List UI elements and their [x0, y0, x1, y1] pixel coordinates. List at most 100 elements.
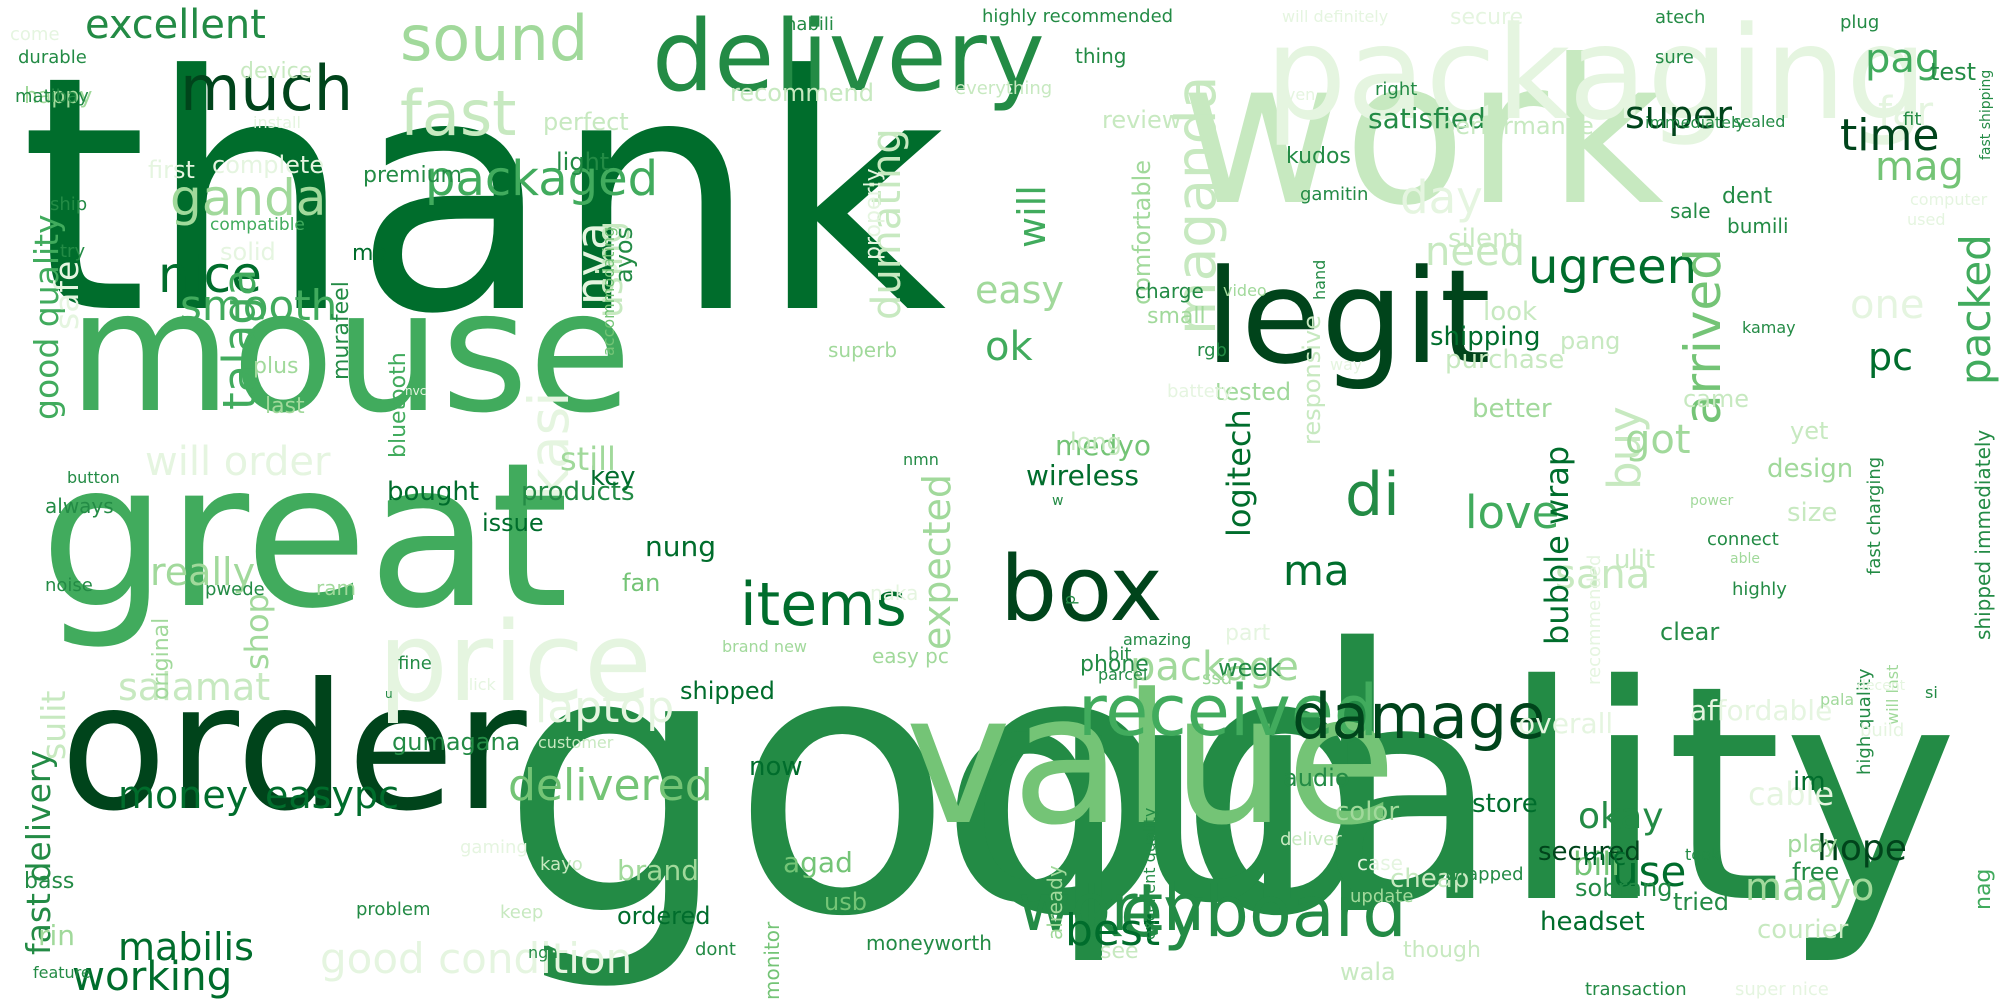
cloud-word: plus	[253, 354, 298, 379]
cloud-word: clear	[1660, 618, 1719, 646]
cloud-word: feature	[33, 963, 91, 982]
cloud-word: nga	[528, 943, 558, 962]
cloud-word: secured	[1538, 837, 1641, 867]
cloud-word: parcel	[1098, 665, 1147, 684]
cloud-word: hope	[1817, 828, 1907, 869]
cloud-word: one	[1850, 282, 1924, 328]
cloud-word: come	[10, 24, 60, 45]
cloud-word: items	[740, 570, 907, 640]
cloud-word: bought	[387, 477, 479, 507]
cloud-word: kamay	[1742, 318, 1796, 337]
cloud-word: thing	[1075, 44, 1126, 68]
cloud-word: highly	[1732, 579, 1787, 600]
cloud-word: yet	[1790, 417, 1828, 445]
cloud-word: ssd	[1202, 668, 1232, 689]
cloud-word: sana	[1555, 552, 1650, 598]
cloud-word: far	[1878, 89, 1934, 135]
cloud-word: will order	[145, 439, 331, 485]
cloud-word: mabilis	[118, 925, 254, 969]
cloud-word: overall	[1518, 707, 1613, 740]
cloud-word: maayo	[1745, 865, 1874, 909]
cloud-word: pwede	[205, 579, 265, 600]
cloud-word: money	[118, 773, 248, 817]
cloud-word: accommodating	[599, 227, 618, 356]
cloud-word: superb	[828, 338, 897, 362]
cloud-word: matibay	[15, 86, 89, 107]
cloud-word: comfortable	[1128, 160, 1156, 305]
cloud-word: mo	[352, 241, 387, 266]
cloud-word: usb	[824, 888, 867, 916]
cloud-word: laptop	[535, 682, 674, 733]
cloud-word: brand	[617, 854, 699, 887]
cloud-word: monitor	[760, 921, 784, 1000]
cloud-word: agad	[783, 846, 853, 879]
cloud-word: shop	[238, 593, 276, 670]
cloud-word: sale	[1670, 199, 1711, 223]
cloud-word: atech	[1655, 7, 1705, 28]
cloud-word: ram	[316, 576, 356, 600]
cloud-word: fine	[398, 653, 432, 674]
cloud-word: already	[1043, 865, 1067, 940]
cloud-word: pc	[1868, 335, 1913, 379]
cloud-word: talaga	[213, 269, 266, 410]
cloud-word: power	[1690, 493, 1734, 509]
cloud-word: video	[1223, 281, 1267, 300]
cloud-word: super	[1625, 93, 1732, 137]
cloud-word: silent	[1448, 224, 1519, 254]
cloud-word: purchase	[1445, 345, 1564, 375]
cloud-word: packed	[1951, 234, 2000, 385]
cloud-word: review	[1102, 106, 1181, 134]
cloud-word: dent	[1722, 184, 1772, 209]
cloud-word: connect	[1707, 529, 1779, 550]
cloud-word: dumating	[864, 128, 910, 320]
cloud-word: click	[460, 675, 496, 694]
cloud-word: way	[1330, 355, 1362, 374]
cloud-word: mag	[1875, 144, 1964, 190]
cloud-word: got	[1625, 417, 1691, 463]
cloud-word: free	[1792, 858, 1839, 886]
cloud-word: store	[1472, 789, 1538, 819]
cloud-word: build	[1860, 720, 1904, 741]
cloud-word: ulit	[1614, 545, 1655, 575]
cloud-word: secure	[1450, 5, 1523, 30]
cloud-word: fit	[1903, 109, 1921, 130]
cloud-word: customer	[538, 733, 614, 752]
cloud-word: pala	[1820, 690, 1854, 709]
cloud-word: better	[1472, 394, 1552, 424]
cloud-word: immediately	[1645, 113, 1745, 132]
cloud-word: satisfied	[1368, 102, 1486, 135]
cloud-word: pang	[1560, 327, 1620, 355]
cloud-word: easy	[975, 268, 1064, 312]
cloud-word: fast delivery	[19, 750, 58, 955]
cloud-word: affordable	[1690, 694, 1832, 727]
cloud-word: thank	[20, 6, 946, 385]
cloud-word: need	[1425, 229, 1525, 275]
cloud-word: long	[1070, 428, 1122, 456]
cloud-word: good condition	[320, 934, 632, 983]
cloud-word: cable	[1748, 775, 1834, 813]
cloud-word: hand	[1310, 260, 1329, 300]
cloud-word: took	[1685, 845, 1721, 864]
cloud-word: nvc	[405, 384, 426, 398]
cloud-word: solid	[220, 238, 276, 266]
cloud-word: now	[749, 752, 803, 782]
cloud-word: murafeel	[329, 281, 354, 380]
cloud-word: keyboard	[1082, 871, 1407, 953]
cloud-word: bili	[1573, 845, 1620, 883]
cloud-word: everything	[955, 78, 1052, 99]
cloud-word: mouse	[68, 254, 632, 450]
cloud-word: p	[1060, 595, 1079, 605]
cloud-word: good quality	[27, 214, 66, 420]
cloud-word: key	[590, 462, 636, 492]
cloud-word: keep	[500, 902, 543, 923]
cloud-word: work	[1180, 17, 1664, 250]
cloud-word: always	[45, 494, 114, 518]
cloud-word: w	[1052, 493, 1063, 509]
cloud-word: excellent quality	[1140, 808, 1159, 940]
cloud-word: dont	[695, 939, 736, 960]
cloud-word: decent	[1857, 678, 1906, 694]
cloud-word: best	[1065, 905, 1160, 956]
cloud-word: bass	[24, 869, 74, 894]
